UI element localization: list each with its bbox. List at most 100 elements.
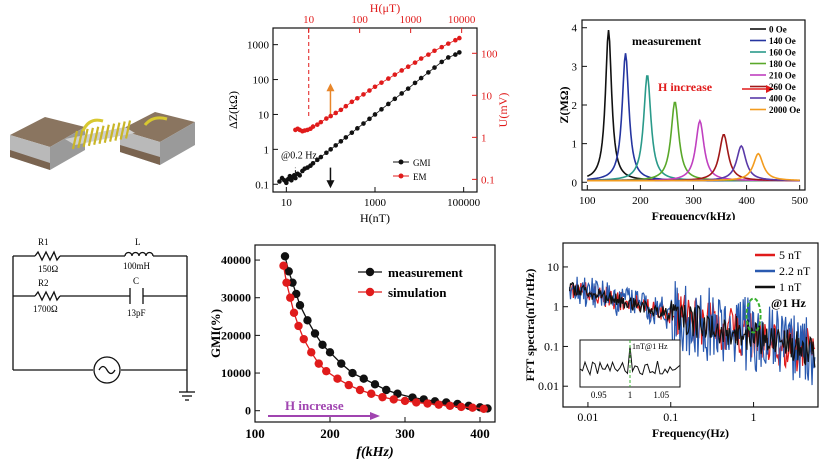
x-tick-label: 200 <box>632 195 649 207</box>
data-point-EM <box>310 124 316 129</box>
x-tick-label: 400 <box>470 426 490 441</box>
data-point-EM <box>392 72 398 77</box>
data-point-EM <box>372 84 378 90</box>
data-point-EM <box>328 113 333 119</box>
h-increase-label: H increase <box>285 398 344 413</box>
data-point-GMI <box>349 130 355 136</box>
legend-label: 400 Oe <box>769 94 796 104</box>
data-point-simulation <box>294 321 303 331</box>
data-point-measurement <box>325 348 335 357</box>
arrow-down-head <box>326 180 335 189</box>
data-point-GMI <box>324 150 329 156</box>
y-tick-label: 1 <box>572 139 578 151</box>
data-point-EM <box>418 56 424 61</box>
arrow-right-head <box>766 85 774 93</box>
series-line-1 nT <box>568 281 816 368</box>
C-label: C <box>133 276 139 286</box>
x-tick-label: 100 <box>245 426 265 441</box>
data-point-GMI <box>453 52 458 57</box>
y-tick-label: 10 <box>258 109 270 121</box>
R2-value: 1700Ω <box>33 304 58 314</box>
data-point-GMI <box>318 154 324 160</box>
x-tick-label: 400 <box>738 195 755 207</box>
data-point-simulation <box>378 392 387 402</box>
y-axis-label: ΔZ(kΩ) <box>226 91 240 129</box>
data-point-EM <box>361 92 366 97</box>
legend-marker <box>398 159 404 165</box>
legend-label: 160 Oe <box>769 48 796 58</box>
legend-label: 140 Oe <box>769 36 796 46</box>
data-point-EM <box>338 107 344 113</box>
data-point-EM <box>453 37 458 43</box>
data-point-GMI <box>333 143 339 148</box>
data-point-GMI <box>418 75 424 81</box>
data-point-measurement <box>359 374 368 383</box>
series-line-2000 Oe <box>587 152 800 182</box>
data-point-GMI <box>328 147 333 152</box>
data-point-simulation <box>307 348 316 357</box>
legend-label: 2000 Oe <box>769 105 800 115</box>
data-point-simulation <box>344 380 353 390</box>
x-tick-label: 300 <box>685 195 702 207</box>
x-tick-label: 200 <box>320 426 340 441</box>
x2-tick-label: 1000 <box>400 14 423 26</box>
coil-turn <box>124 120 132 139</box>
data-point-simulation <box>412 398 421 407</box>
x-tick-label: 100000 <box>447 197 481 209</box>
data-point-simulation <box>299 334 308 344</box>
data-point-EM <box>315 122 320 127</box>
data-point-EM <box>386 76 391 81</box>
x-tick-label: 0.01 <box>577 410 598 424</box>
data-point-EM <box>318 119 324 125</box>
data-point-GMI <box>293 175 298 181</box>
data-point-EM <box>457 35 462 41</box>
legend-label: GMI <box>413 158 431 168</box>
data-point-measurement <box>348 368 357 378</box>
plot-frame <box>254 244 496 423</box>
legend-label: 210 Oe <box>769 71 796 81</box>
x-tick-label: 100 <box>579 195 596 207</box>
x-tick-label: 1000 <box>364 197 387 209</box>
data-point-simulation <box>434 400 443 409</box>
coil-turn <box>119 121 126 140</box>
data-point-GMI <box>310 160 316 166</box>
x-axis-label: Frequency(Hz) <box>652 426 729 440</box>
chart-gmi-frequency: 100 200 300 400 0 10000 20000 30000 40000 f(kHz) G… <box>208 240 510 462</box>
data-point-GMI <box>457 50 462 55</box>
coil-turn <box>77 129 84 149</box>
coil-turn <box>82 128 89 148</box>
data-point-GMI <box>439 59 445 65</box>
coil-turn <box>114 122 121 141</box>
x-tick-label: 10 <box>281 197 293 209</box>
data-point-measurement <box>382 385 391 395</box>
data-point-GMI <box>277 179 282 184</box>
data-point-measurement <box>310 329 320 338</box>
x-axis-label: Frequency(kHz) <box>652 209 736 220</box>
R2-label: R2 <box>38 278 49 288</box>
data-point-EM <box>445 41 451 46</box>
inset-x-tick-label: 0.95 <box>591 390 607 400</box>
x-tick-label: 0.1 <box>663 410 678 424</box>
x-tick-label: 1 <box>751 410 757 424</box>
legend-label: simulation <box>388 285 447 300</box>
plot-frame <box>562 242 819 408</box>
data-point-GMI <box>315 157 320 163</box>
legend-label: EM <box>413 172 427 182</box>
data-point-GMI <box>399 91 404 96</box>
y-tick-label: 0.1 <box>255 179 269 191</box>
data-point-EM <box>349 99 355 105</box>
chart-impedance-spectra: 100 200 300 400 500 0 1 2 3 4 Frequency(kHz) Z(MΩ) m… <box>557 15 825 223</box>
data-point-GMI <box>405 86 411 91</box>
coil-turn <box>103 124 110 143</box>
data-point-GMI <box>372 112 378 117</box>
coil-turn <box>98 125 105 144</box>
y-tick-label: 1000 <box>247 40 270 52</box>
arrow-right-head <box>370 412 380 420</box>
y-tick-label: 30000 <box>221 291 251 305</box>
y-tick-label: 100 <box>253 75 270 87</box>
data-point-EM <box>355 95 360 101</box>
y2-tick-label: 100 <box>481 48 498 60</box>
legend-marker <box>365 267 375 277</box>
data-point-simulation <box>468 403 477 412</box>
inset-x-tick-label: 1.05 <box>653 390 669 400</box>
